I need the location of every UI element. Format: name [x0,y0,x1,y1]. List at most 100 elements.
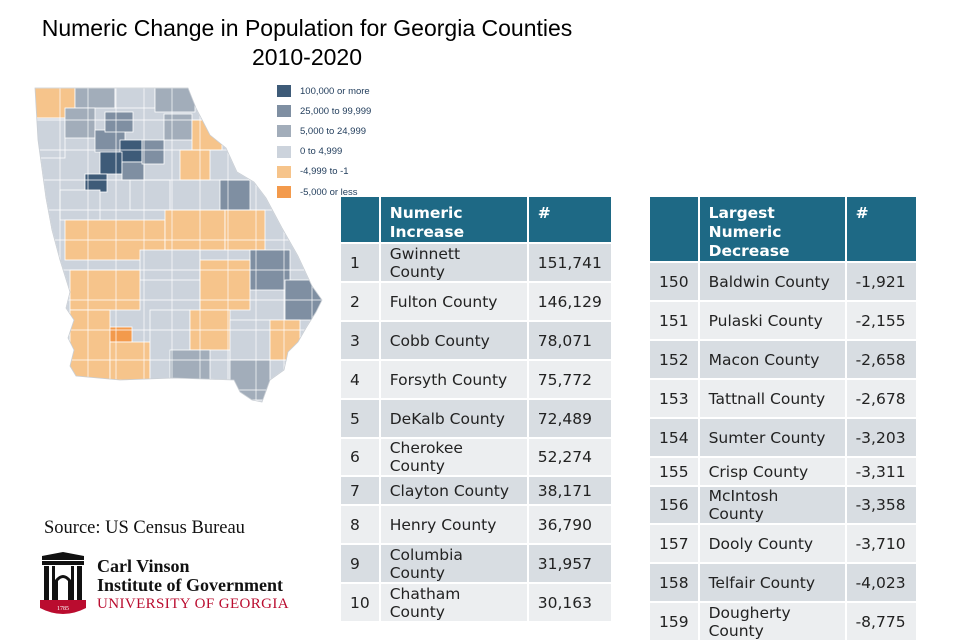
legend-label: 5,000 to 24,999 [300,125,367,137]
value-cell: 38,171 [528,477,611,504]
county-cell: Clayton County [380,477,527,504]
value-cell: -3,710 [846,525,916,562]
rank-cell: 159 [650,603,698,640]
rank-cell: 5 [341,400,379,437]
value-cell: -3,358 [846,487,916,523]
rank-cell: 2 [341,283,379,320]
table-row: 5 DeKalb County 72,489 [341,400,611,437]
legend-label: 0 to 4,999 [300,146,343,158]
org-name-line2: Institute of Government [97,575,283,595]
table-row: 8 Henry County 36,790 [341,506,611,543]
legend-label: -4,999 to -1 [300,166,349,178]
rank-cell: 155 [650,458,698,485]
value-cell: -4,023 [846,564,916,601]
table-row: 157 Dooly County -3,710 [650,525,916,562]
value-cell: -1,921 [846,263,916,300]
table-row: 7 Clayton County 38,171 [341,477,611,504]
county-cell: Sumter County [699,419,845,456]
org-university: UNIVERSITY OF GEORGIA [97,596,290,612]
legend-item: 25,000 to 99,999 [277,101,371,121]
legend-swatch [277,105,291,118]
county-cell: Crisp County [699,458,845,485]
value-cell: -3,203 [846,419,916,456]
table-row: 153 Tattnall County -2,678 [650,380,916,417]
county-header: Largest Numeric Decrease [699,197,845,261]
county-cell: Telfair County [699,564,845,601]
value-cell: -2,658 [846,341,916,378]
rank-cell: 10 [341,584,379,621]
value-cell: 30,163 [528,584,611,621]
legend-swatch [277,145,291,158]
table-row: 152 Macon County -2,658 [650,341,916,378]
legend-item: 100,000 or more [277,81,371,101]
value-cell: 72,489 [528,400,611,437]
rank-cell: 154 [650,419,698,456]
county-cell: Baldwin County [699,263,845,300]
georgia-county-map [34,87,323,403]
legend-item: 5,000 to 24,999 [277,121,371,141]
county-cell: Henry County [380,506,527,543]
table-row: 1 Gwinnett County 151,741 [341,244,611,281]
county-cell: Pulaski County [699,302,845,339]
legend-swatch [277,165,291,178]
value-cell: 31,957 [528,545,611,582]
table-row: 9 Columbia County 31,957 [341,545,611,582]
value-header: # [846,197,916,261]
table-row: 151 Pulaski County -2,155 [650,302,916,339]
county-cell: Columbia County [380,545,527,582]
value-cell: 36,790 [528,506,611,543]
county-cell: Macon County [699,341,845,378]
county-cell: Cobb County [380,322,527,359]
rank-cell: 8 [341,506,379,543]
rank-cell: 153 [650,380,698,417]
rank-header [650,197,698,261]
rank-cell: 1 [341,244,379,281]
table-row: 158 Telfair County -4,023 [650,564,916,601]
uga-arch-logo: 1785 [40,552,86,614]
value-header: # [528,197,611,242]
legend-swatch [277,85,291,98]
table-header-row: Numeric Increase # [341,197,611,242]
page-title: Numeric Change in Population for Georgia… [41,15,573,41]
value-cell: -2,155 [846,302,916,339]
rank-cell: 7 [341,477,379,504]
largest-decrease-table: Largest Numeric Decrease # 150 Baldwin Co… [648,195,918,642]
table-row: 3 Cobb County 78,071 [341,322,611,359]
county-cell: Dougherty County [699,603,845,640]
rank-cell: 150 [650,263,698,300]
legend-label: -5,000 or less [300,186,358,198]
page-subtitle-years: 2010-2020 [252,44,362,70]
rank-cell: 157 [650,525,698,562]
source-note: Source: US Census Bureau [44,518,245,538]
value-cell: 146,129 [528,283,611,320]
county-cell: Chatham County [380,584,527,621]
value-cell: 151,741 [528,244,611,281]
table-header-row: Largest Numeric Decrease # [650,197,916,261]
county-cell: McIntosh County [699,487,845,523]
table-row: 4 Forsyth County 75,772 [341,361,611,398]
county-cell: Tattnall County [699,380,845,417]
table-row: 154 Sumter County -3,203 [650,419,916,456]
logo-year: 1785 [57,606,69,612]
county-cell: Dooly County [699,525,845,562]
map-legend: 100,000 or more 25,000 to 99,999 5,000 t… [277,81,371,202]
county-cell: Gwinnett County [380,244,527,281]
county-cell: Forsyth County [380,361,527,398]
value-cell: -8,775 [846,603,916,640]
county-cell: Fulton County [380,283,527,320]
value-cell: -2,678 [846,380,916,417]
county-cell: DeKalb County [380,400,527,437]
legend-label: 100,000 or more [300,85,370,97]
table-row: 150 Baldwin County -1,921 [650,263,916,300]
value-cell: 52,274 [528,439,611,475]
table-row: 6 Cherokee County 52,274 [341,439,611,475]
legend-swatch [277,125,291,138]
rank-cell: 156 [650,487,698,523]
rank-cell: 3 [341,322,379,359]
legend-label: 25,000 to 99,999 [300,105,372,117]
table-row: 2 Fulton County 146,129 [341,283,611,320]
rank-header [341,197,379,242]
table-row: 10 Chatham County 30,163 [341,584,611,621]
county-header: Numeric Increase [380,197,527,242]
table-row: 156 McIntosh County -3,358 [650,487,916,523]
